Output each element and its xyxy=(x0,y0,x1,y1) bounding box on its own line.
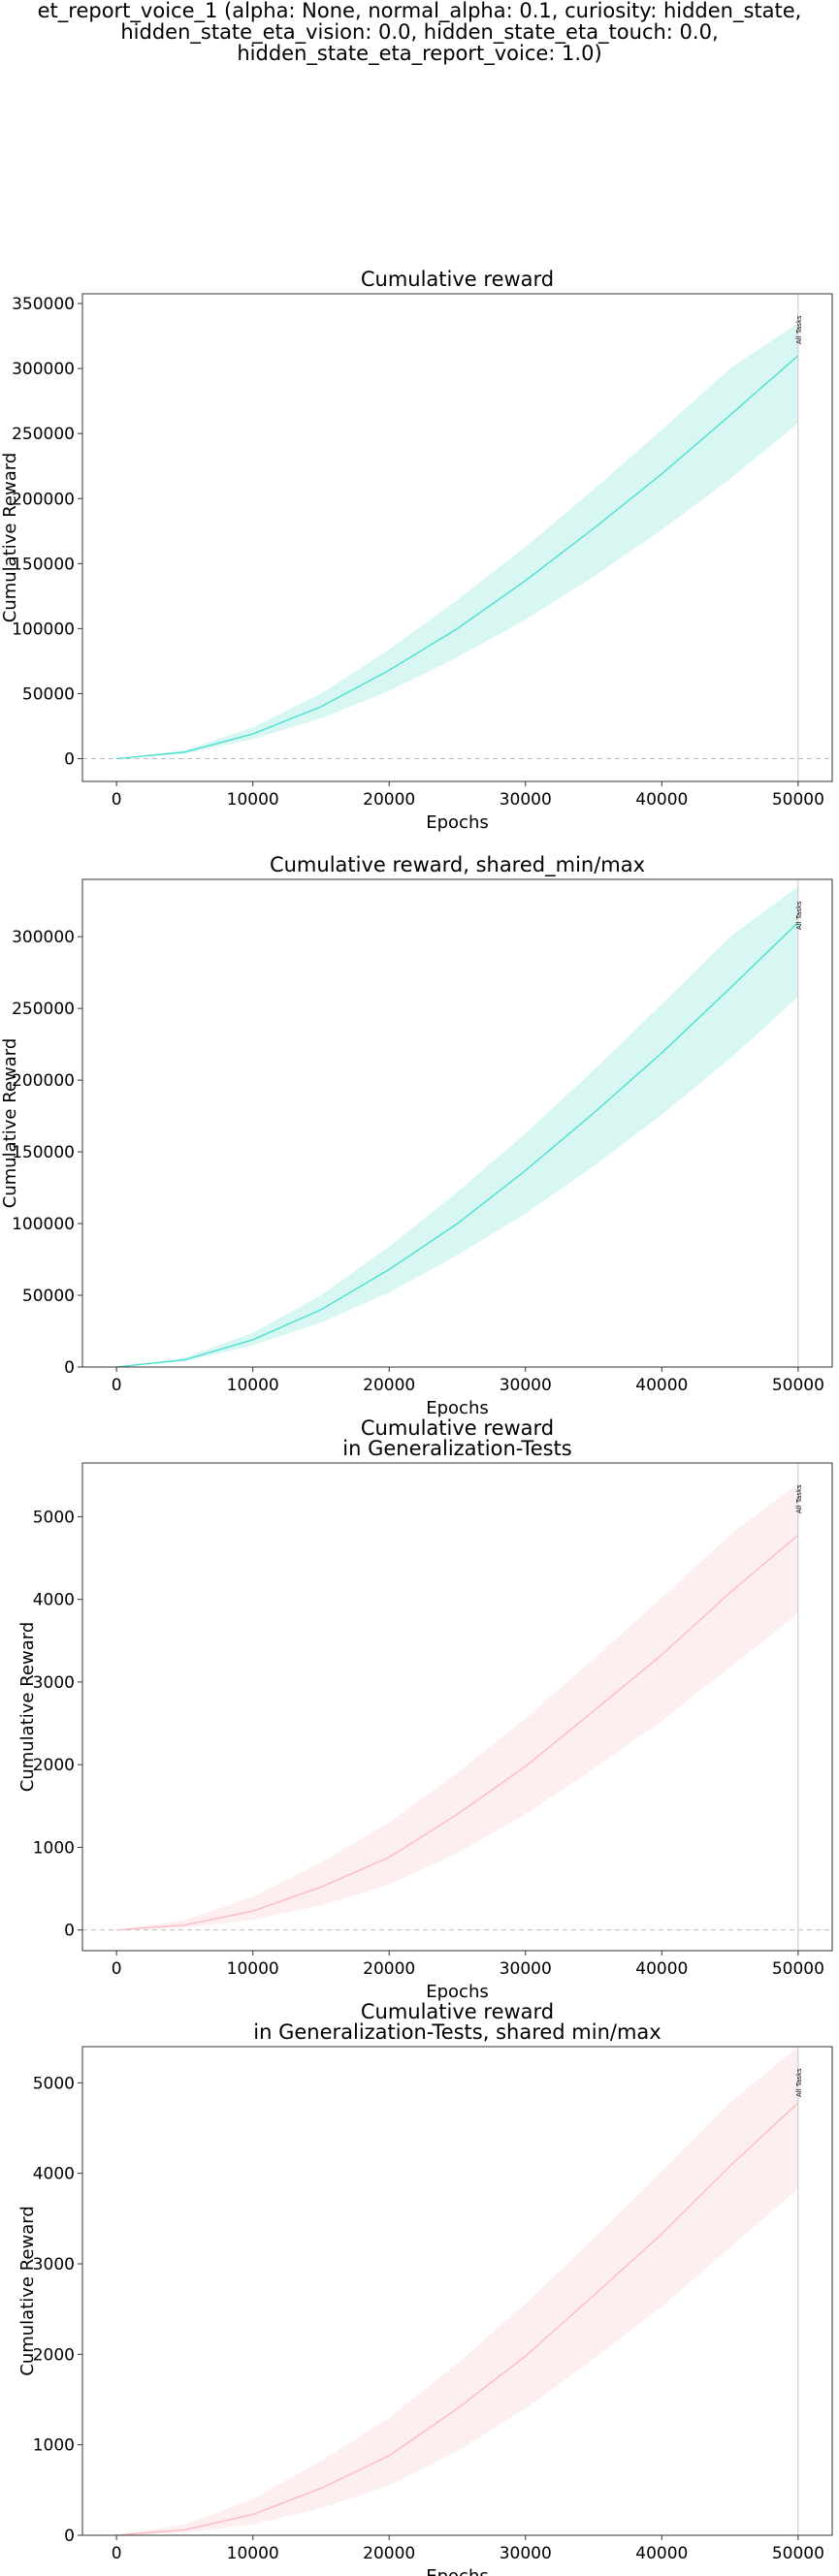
y-axis-label: Cumulative Reward xyxy=(0,1038,20,1209)
y-tick-label: 200000 xyxy=(12,1071,75,1091)
chart-title: Cumulative reward xyxy=(361,2000,554,2023)
y-axis-label: Cumulative Reward xyxy=(17,2206,38,2376)
y-axis-label: Cumulative Reward xyxy=(17,1622,38,1793)
x-tick-label: 30000 xyxy=(500,1376,552,1395)
y-tick-label: 150000 xyxy=(12,1143,75,1162)
x-tick-label: 50000 xyxy=(772,790,824,810)
task-switch-label: All Tasks xyxy=(795,901,803,930)
chart-title: Cumulative reward, shared_min/max xyxy=(270,853,645,877)
axes-frame xyxy=(81,2046,833,2536)
chart-panel-2: Cumulative reward, shared_min/max All Tas… xyxy=(0,853,833,1418)
x-tick-label: 10000 xyxy=(227,1959,279,1979)
y-tick-label: 1000 xyxy=(33,1838,75,1858)
task-switch-label: All Tasks xyxy=(795,315,803,344)
chart-title: in Generalization-Tests xyxy=(342,1437,571,1460)
y-tick-label: 3000 xyxy=(33,1673,75,1693)
x-tick-label: 0 xyxy=(112,790,122,810)
y-tick-label: 50000 xyxy=(22,684,75,704)
y-tick-label: 150000 xyxy=(12,555,75,574)
y-tick-label: 300000 xyxy=(12,360,75,379)
y-tick-label: 0 xyxy=(64,2527,75,2546)
axes-frame xyxy=(81,1462,833,1952)
x-tick-label: 30000 xyxy=(500,790,552,810)
y-tick-label: 350000 xyxy=(12,295,75,314)
axes-frame xyxy=(81,293,833,782)
task-switch-label: All Tasks xyxy=(795,2068,803,2097)
x-axis-label: Epochs xyxy=(426,1398,489,1418)
mean-line xyxy=(116,921,799,1368)
min-max-band xyxy=(116,323,798,759)
y-tick-label: 5000 xyxy=(33,1508,75,1527)
y-tick-label: 250000 xyxy=(12,425,75,444)
x-axis-label: Epochs xyxy=(426,812,489,833)
y-tick-label: 0 xyxy=(64,750,75,770)
y-axis-label: Cumulative Reward xyxy=(0,453,20,623)
mean-line xyxy=(116,2102,799,2536)
y-tick-label: 2000 xyxy=(33,2345,75,2365)
min-max-band xyxy=(116,2047,798,2535)
y-tick-label: 0 xyxy=(64,1922,75,1941)
mean-line xyxy=(116,1534,799,1931)
x-tick-label: 10000 xyxy=(227,790,279,810)
suptitle-line: hidden_state_eta_report_voice: 1.0) xyxy=(237,42,602,65)
x-tick-label: 0 xyxy=(112,1959,122,1979)
task-switch-label: All Tasks xyxy=(795,1484,803,1513)
y-tick-label: 5000 xyxy=(33,2074,75,2093)
x-tick-label: 50000 xyxy=(772,1376,824,1395)
chart-panel-1: Cumulative reward All Tasks 0 10000 20000 300… xyxy=(0,268,833,833)
mean-line xyxy=(116,355,799,760)
y-tick-label: 3000 xyxy=(33,2255,75,2274)
x-tick-label: 30000 xyxy=(500,2544,552,2563)
y-tick-label: 2000 xyxy=(33,1756,75,1775)
chart-title: in Generalization-Tests, shared min/max xyxy=(253,2020,661,2044)
y-tick-label: 100000 xyxy=(12,620,75,639)
y-tick-label: 4000 xyxy=(33,2165,75,2184)
min-max-band xyxy=(116,1483,798,1930)
suptitle-line: et_report_voice_1 (alpha: None, normal_a… xyxy=(37,0,802,22)
x-tick-label: 50000 xyxy=(772,1959,824,1979)
x-tick-label: 0 xyxy=(112,1376,122,1395)
y-tick-label: 200000 xyxy=(12,490,75,509)
y-tick-label: 4000 xyxy=(33,1591,75,1610)
suptitle-line: hidden_state_eta_vision: 0.0, hidden_sta… xyxy=(120,20,719,44)
x-tick-label: 20000 xyxy=(363,2544,415,2563)
x-tick-label: 40000 xyxy=(635,2544,688,2563)
x-axis-label: Epochs xyxy=(426,1982,489,2002)
chart-title: Cumulative reward xyxy=(361,1416,554,1440)
x-tick-label: 0 xyxy=(112,2544,122,2563)
figure-suptitle: et_report_voice_1 (alpha: None, normal_a… xyxy=(0,0,839,64)
x-tick-label: 40000 xyxy=(635,1376,688,1395)
x-tick-label: 20000 xyxy=(363,1376,415,1395)
x-tick-label: 50000 xyxy=(772,2544,824,2563)
min-max-band xyxy=(116,886,798,1367)
x-tick-label: 10000 xyxy=(227,1376,279,1395)
x-tick-label: 10000 xyxy=(227,2544,279,2563)
y-tick-label: 100000 xyxy=(12,1215,75,1234)
x-tick-label: 20000 xyxy=(363,790,415,810)
y-tick-label: 250000 xyxy=(12,1000,75,1019)
chart-title: Cumulative reward xyxy=(361,268,554,291)
x-tick-label: 40000 xyxy=(635,1959,688,1979)
y-tick-label: 50000 xyxy=(22,1287,75,1306)
y-tick-label: 0 xyxy=(64,1358,75,1378)
y-tick-label: 300000 xyxy=(12,928,75,947)
x-tick-label: 30000 xyxy=(500,1959,552,1979)
x-tick-label: 20000 xyxy=(363,1959,415,1979)
x-axis-label: Epochs xyxy=(426,2566,489,2576)
axes-frame xyxy=(81,878,833,1368)
x-tick-label: 40000 xyxy=(635,790,688,810)
y-tick-label: 1000 xyxy=(33,2436,75,2456)
